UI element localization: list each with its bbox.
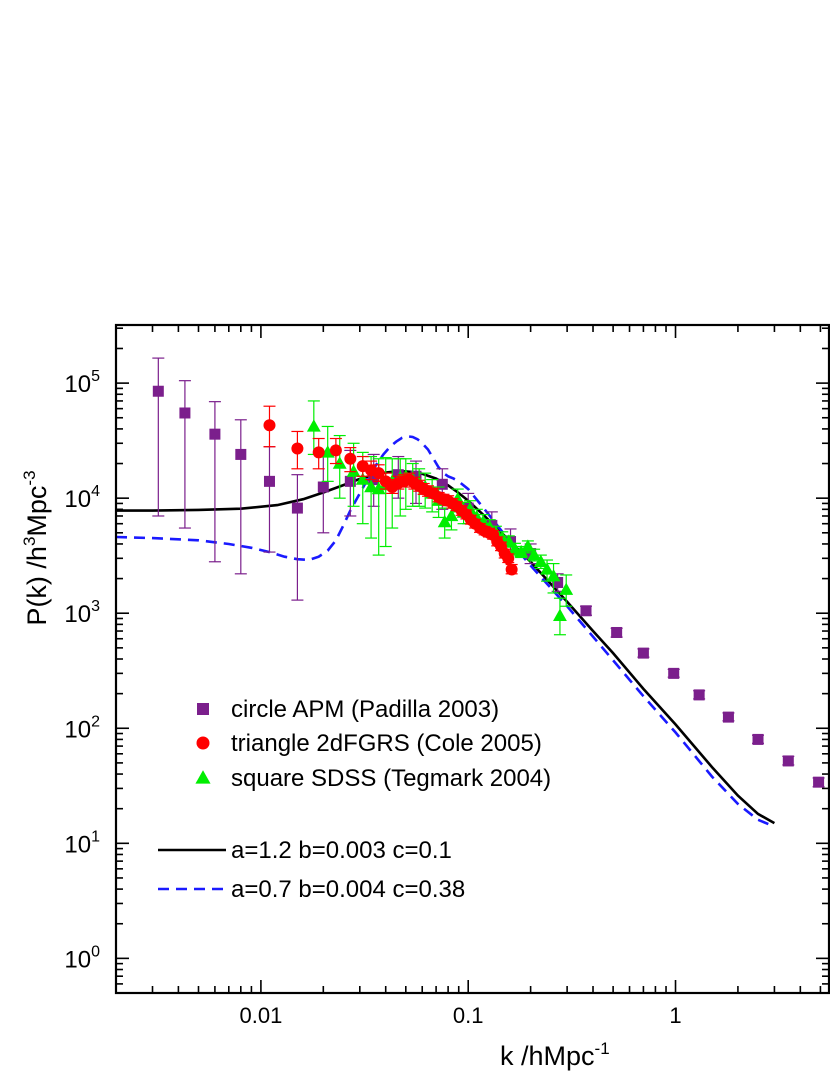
- data-point: [752, 733, 764, 745]
- series-3: [116, 470, 776, 825]
- axes-frame: [114, 323, 830, 995]
- data-point: [263, 475, 275, 487]
- data-point: [637, 647, 649, 659]
- data-point: [355, 472, 370, 485]
- data-point: [152, 385, 164, 397]
- plot-frame: [114, 323, 830, 995]
- data-point: [533, 554, 548, 567]
- series-line-3: [116, 470, 776, 825]
- legend-label: a=0.7 b=0.004 c=0.38: [231, 876, 465, 903]
- axis-ticks: 0.01 0.1 1 100 101 102 103 104 105: [64, 325, 829, 1028]
- data-point: [525, 548, 537, 560]
- plot-area: [116, 357, 825, 828]
- data-point: [580, 605, 592, 617]
- legend-label: circle APM (Padilla 2003): [231, 696, 499, 723]
- data-point: [436, 478, 448, 490]
- y-tick-label: 105: [64, 368, 100, 398]
- data-point: [312, 446, 325, 459]
- x-tick-label: 0.01: [239, 1003, 282, 1028]
- legend-marker: [196, 736, 210, 750]
- legend-marker: [197, 703, 209, 715]
- data-point: [527, 547, 542, 561]
- data-point: [263, 419, 276, 432]
- data-point: [179, 407, 191, 419]
- axis-labels: k /hMpc-1 P(k) /h3Mpc-3: [20, 470, 610, 1071]
- data-point: [291, 502, 303, 514]
- legend-label: triangle 2dFGRS (Cole 2005): [231, 730, 542, 757]
- data-point: [291, 442, 304, 455]
- data-point: [317, 481, 329, 493]
- data-point: [502, 552, 515, 565]
- x-axis-label: k /hMpc-1: [500, 1039, 610, 1071]
- y-axis-label: P(k) /h3Mpc-3: [20, 470, 52, 625]
- data-point: [344, 475, 356, 487]
- x-tick-label: 1: [669, 1003, 681, 1028]
- data-point: [209, 428, 221, 440]
- series-4: [116, 434, 775, 828]
- data-point: [668, 667, 680, 679]
- y-tick-label: 103: [64, 598, 100, 628]
- legend-marker: [195, 770, 211, 784]
- data-point: [505, 563, 518, 576]
- y-tick-label: 104: [64, 483, 100, 513]
- data-point: [306, 419, 321, 432]
- data-point: [344, 452, 357, 465]
- data-layer: [116, 357, 825, 828]
- data-point: [520, 539, 535, 552]
- data-point: [410, 470, 422, 482]
- y-tick-label: 101: [64, 828, 100, 858]
- x-tick-label: 0.1: [453, 1003, 484, 1028]
- data-point: [540, 562, 554, 575]
- legend-label: a=1.2 b=0.003 c=0.1: [231, 837, 452, 864]
- data-point: [371, 481, 386, 495]
- data-point: [559, 582, 574, 595]
- y-tick-label: 102: [64, 713, 100, 743]
- legend: circle APM (Padilla 2003) triangle 2dFGRS…: [158, 696, 551, 903]
- data-point: [693, 689, 705, 701]
- series-1: [263, 405, 518, 576]
- data-point: [372, 467, 385, 480]
- data-point: [553, 608, 567, 621]
- y-tick-label: 100: [64, 943, 100, 973]
- data-point: [782, 755, 794, 767]
- data-point: [722, 711, 734, 723]
- data-point: [813, 776, 825, 788]
- data-point: [546, 568, 561, 582]
- data-point: [552, 576, 564, 588]
- data-point: [235, 448, 247, 460]
- data-point: [444, 508, 459, 522]
- data-point: [364, 479, 379, 493]
- data-point: [329, 444, 342, 457]
- series-0: [152, 357, 825, 788]
- legend-label: square SDSS (Tegmark 2004): [231, 765, 551, 792]
- data-point: [346, 464, 361, 477]
- data-point: [332, 456, 347, 469]
- data-point: [514, 544, 529, 558]
- series-line-4: [116, 434, 775, 828]
- data-point: [611, 626, 623, 638]
